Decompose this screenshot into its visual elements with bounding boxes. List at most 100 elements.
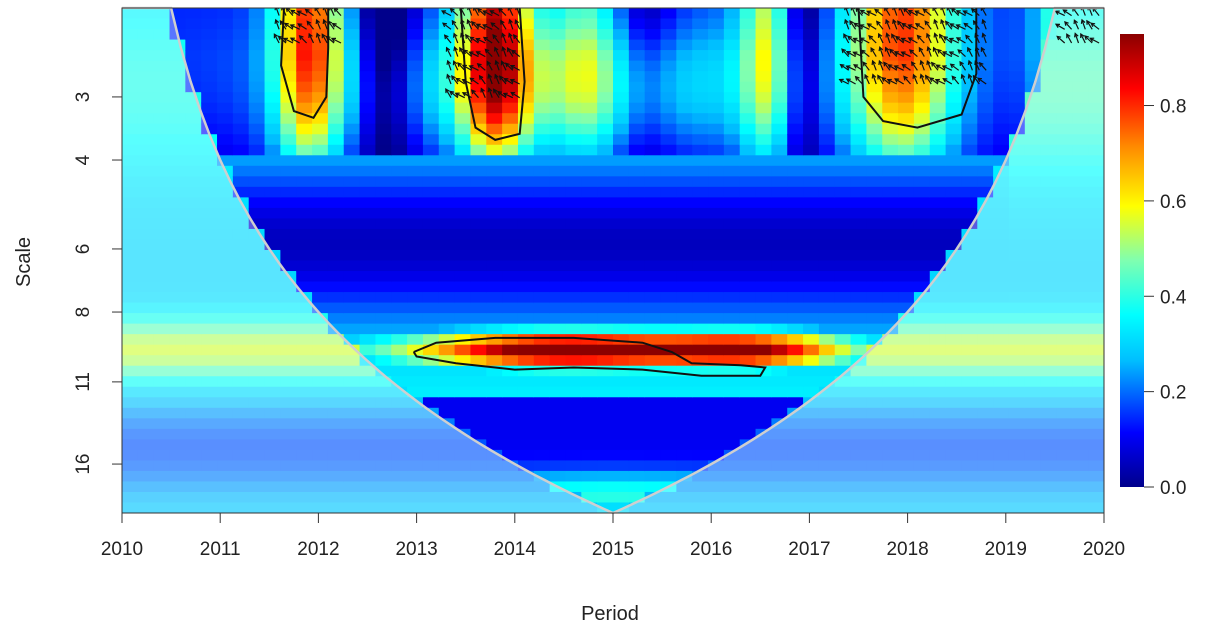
heatmap-cell bbox=[122, 102, 139, 114]
heatmap-cell bbox=[739, 334, 757, 346]
heatmap-cell bbox=[422, 113, 440, 125]
heatmap-cell bbox=[486, 207, 503, 220]
heatmap-cell bbox=[1008, 491, 1026, 504]
phase-arrow bbox=[510, 91, 521, 99]
heatmap-cell bbox=[169, 92, 186, 104]
heatmap-cell bbox=[818, 491, 836, 504]
heatmap-cell bbox=[217, 355, 234, 367]
heatmap-cell bbox=[692, 113, 709, 125]
heatmap-cell bbox=[454, 323, 472, 335]
heatmap-cell bbox=[708, 313, 725, 325]
heatmap-cell bbox=[834, 365, 852, 377]
heatmap-cell bbox=[1088, 207, 1104, 220]
heatmap-cell bbox=[1088, 355, 1104, 367]
heatmap-cell bbox=[217, 249, 234, 262]
heatmap-cell bbox=[486, 144, 503, 156]
heatmap-cell bbox=[422, 39, 440, 51]
heatmap-cell bbox=[628, 81, 646, 93]
heatmap-cell bbox=[945, 439, 963, 451]
heatmap-cell bbox=[517, 334, 535, 346]
x-tick-label: 2019 bbox=[985, 539, 1027, 560]
heatmap-cell bbox=[343, 102, 361, 114]
phase-arrow-head bbox=[1064, 20, 1069, 26]
heatmap-cell bbox=[502, 123, 519, 135]
heatmap-cell bbox=[597, 165, 614, 177]
heatmap-cell bbox=[787, 186, 804, 198]
heatmap-cell bbox=[232, 260, 250, 272]
heatmap-cell bbox=[755, 397, 772, 409]
heatmap-cell bbox=[723, 81, 741, 93]
phase-arrow-head bbox=[910, 61, 916, 67]
heatmap-cell bbox=[660, 144, 677, 156]
heatmap-cell bbox=[185, 344, 202, 356]
heatmap-cell bbox=[850, 113, 868, 125]
heatmap-cell bbox=[1024, 397, 1042, 409]
heatmap-cell bbox=[391, 355, 408, 367]
heatmap-cell bbox=[327, 470, 345, 483]
heatmap-cell bbox=[327, 218, 345, 230]
heatmap-cell bbox=[755, 428, 772, 440]
heatmap-cell bbox=[818, 376, 836, 388]
heatmap-cell bbox=[122, 460, 139, 472]
heatmap-cell bbox=[1088, 260, 1104, 272]
heatmap-cell bbox=[137, 481, 155, 493]
heatmap-cell bbox=[217, 271, 234, 283]
heatmap-cell bbox=[232, 292, 250, 304]
heatmap-cell bbox=[898, 8, 915, 20]
phase-arrow-head bbox=[322, 18, 328, 24]
heatmap-cell bbox=[866, 376, 883, 388]
heatmap-cell bbox=[549, 397, 567, 409]
heatmap-cell bbox=[312, 334, 329, 346]
heatmap-cell bbox=[217, 71, 234, 83]
heatmap-cell bbox=[977, 60, 994, 72]
heatmap-cell bbox=[375, 218, 392, 230]
heatmap-cell bbox=[787, 228, 804, 241]
heatmap-cell bbox=[787, 428, 804, 440]
phase-arrow-head bbox=[894, 78, 900, 83]
heatmap-cell bbox=[1056, 302, 1073, 314]
heatmap-cell bbox=[549, 8, 567, 20]
phase-arrow bbox=[479, 75, 486, 85]
heatmap-cell bbox=[533, 313, 551, 325]
heatmap-cell bbox=[771, 239, 788, 251]
heatmap-cell bbox=[1040, 186, 1058, 198]
heatmap-cell bbox=[533, 376, 551, 388]
heatmap-cell bbox=[597, 271, 614, 283]
heatmap-cell bbox=[913, 365, 931, 377]
phase-arrow-head bbox=[907, 9, 913, 15]
heatmap-cell bbox=[929, 449, 947, 461]
heatmap-cell bbox=[977, 207, 994, 220]
heatmap-cell bbox=[755, 407, 772, 419]
heatmap-cell bbox=[169, 418, 186, 430]
heatmap-cell bbox=[755, 81, 772, 93]
heatmap-cell bbox=[818, 407, 836, 419]
heatmap-cell bbox=[803, 355, 820, 367]
heatmap-cell bbox=[502, 18, 519, 30]
heatmap-cell bbox=[312, 323, 329, 335]
heatmap-cell bbox=[169, 323, 186, 335]
heatmap-cell bbox=[1008, 439, 1026, 451]
heatmap-cell bbox=[803, 218, 820, 230]
phase-arrow-head bbox=[885, 18, 890, 25]
heatmap-cell bbox=[264, 376, 281, 388]
heatmap-cell bbox=[660, 249, 677, 262]
heatmap-cell bbox=[280, 39, 297, 51]
heatmap-cell bbox=[201, 228, 218, 241]
phase-arrow bbox=[510, 79, 520, 85]
heatmap-cell bbox=[422, 123, 440, 135]
heatmap-cell bbox=[977, 292, 994, 304]
heatmap-cell bbox=[660, 186, 677, 198]
heatmap-cell bbox=[850, 344, 868, 356]
heatmap-cell bbox=[438, 39, 456, 51]
heatmap-cell bbox=[486, 491, 503, 504]
heatmap-cell bbox=[359, 218, 377, 230]
heatmap-cell bbox=[565, 8, 582, 20]
heatmap-cell bbox=[660, 113, 677, 125]
heatmap-cell bbox=[834, 197, 852, 209]
heatmap-cell bbox=[676, 8, 693, 20]
heatmap-cell bbox=[850, 123, 868, 135]
heatmap-cell bbox=[422, 197, 440, 209]
heatmap-cell bbox=[486, 376, 503, 388]
heatmap-cell bbox=[1056, 186, 1073, 198]
significance-contour bbox=[412, 336, 767, 377]
